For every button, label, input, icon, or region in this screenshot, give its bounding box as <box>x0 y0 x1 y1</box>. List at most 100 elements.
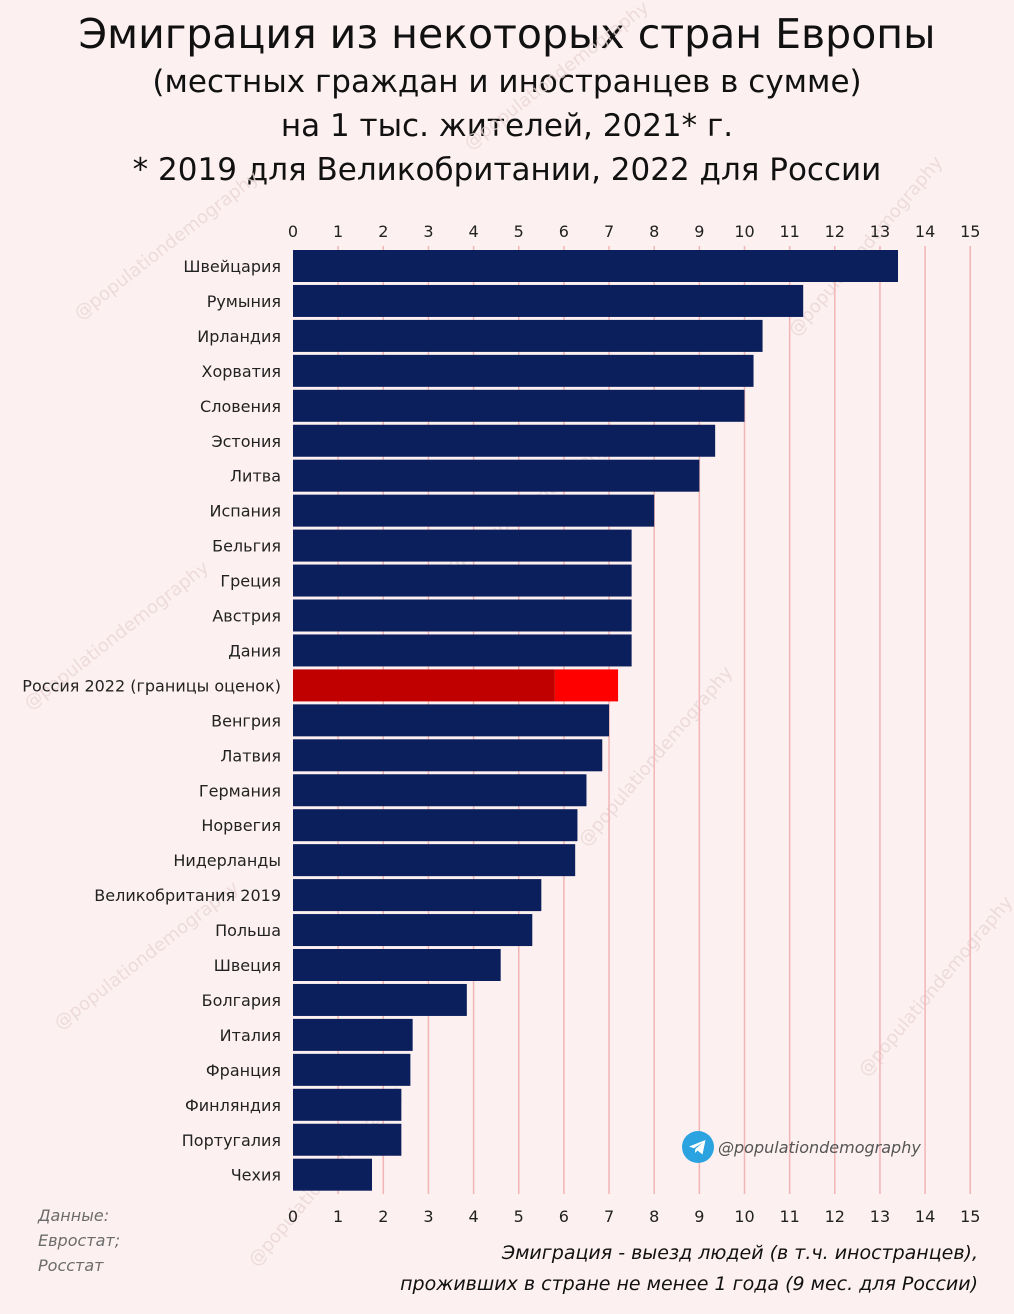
bar <box>293 739 603 772</box>
x-tick-label-top: 0 <box>288 222 298 241</box>
category-label: Ирландия <box>197 327 281 346</box>
x-tick-label-bottom: 1 <box>333 1207 343 1226</box>
definition-line-1: Эмиграция - выезд людей (в т.ч. иностран… <box>501 1242 978 1264</box>
x-tick-label-top: 12 <box>825 222 845 241</box>
category-label: Великобритания 2019 <box>94 886 281 905</box>
chart-subtitle-line-3: * 2019 для Великобритании, 2022 для Росс… <box>132 152 882 188</box>
bar <box>293 354 754 387</box>
x-tick-label-top: 2 <box>378 222 388 241</box>
x-tick-label-top: 15 <box>960 222 980 241</box>
bar <box>293 1088 402 1121</box>
source-line-2: Евростат; <box>38 1231 121 1250</box>
chart-title: Эмиграция из некоторых стран Европы <box>78 10 936 58</box>
x-tick-label-top: 13 <box>870 222 890 241</box>
bar <box>293 914 533 947</box>
bar <box>293 1123 402 1156</box>
bar <box>293 704 610 737</box>
category-label: Норвегия <box>201 816 281 835</box>
x-tick-label-top: 7 <box>604 222 614 241</box>
category-label: Польша <box>215 921 281 940</box>
category-label: Литва <box>230 467 281 486</box>
bar <box>293 389 745 422</box>
x-tick-label-top: 3 <box>423 222 433 241</box>
category-label: Венгрия <box>211 711 281 730</box>
x-tick-label-bottom: 11 <box>779 1207 799 1226</box>
bar <box>293 634 632 667</box>
bar <box>293 809 578 842</box>
bar <box>293 599 632 632</box>
category-label: Чехия <box>231 1166 281 1185</box>
bar <box>293 459 700 492</box>
x-tick-label-bottom: 0 <box>288 1207 298 1226</box>
x-tick-label-top: 4 <box>469 222 479 241</box>
bar <box>293 250 899 282</box>
source-line-3: Росстат <box>38 1256 104 1275</box>
category-label: Швеция <box>214 956 281 975</box>
category-label: Италия <box>220 1026 281 1045</box>
bar <box>293 1018 413 1051</box>
bar <box>293 529 632 562</box>
category-label: Бельгия <box>212 537 281 556</box>
category-label: Нидерланды <box>173 851 281 870</box>
watermark-text: @populationdemography <box>854 892 1014 1081</box>
category-label: Австрия <box>212 607 281 626</box>
x-tick-label-top: 14 <box>915 222 935 241</box>
category-label: Финляндия <box>185 1096 281 1115</box>
x-tick-label-bottom: 4 <box>469 1207 479 1226</box>
x-tick-label-bottom: 12 <box>825 1207 845 1226</box>
bar <box>293 424 716 457</box>
bar <box>293 774 587 807</box>
x-tick-label-bottom: 8 <box>649 1207 659 1226</box>
category-label: Болгария <box>202 991 281 1010</box>
bar <box>293 494 655 527</box>
x-tick-label-bottom: 3 <box>423 1207 433 1226</box>
x-tick-label-top: 10 <box>734 222 754 241</box>
x-tick-label-bottom: 9 <box>694 1207 704 1226</box>
x-tick-label-bottom: 6 <box>559 1207 569 1226</box>
category-label: Хорватия <box>202 362 281 381</box>
bar <box>293 319 763 352</box>
category-label: Россия 2022 (границы оценок) <box>22 676 281 695</box>
x-tick-label-top: 8 <box>649 222 659 241</box>
category-label: Испания <box>209 502 281 521</box>
bar <box>293 983 467 1016</box>
chart-subtitle-line-1: (местных граждан и иностранцев в сумме) <box>152 64 862 100</box>
bar-russia-low <box>293 669 555 702</box>
x-tick-label-top: 6 <box>559 222 569 241</box>
x-tick-label-bottom: 7 <box>604 1207 614 1226</box>
definition-line-2: проживших в стране не менее 1 года (9 ме… <box>400 1273 978 1295</box>
bar <box>293 949 501 981</box>
telegram-credit: @populationdemography <box>682 1131 921 1163</box>
category-label: Эстония <box>211 432 281 451</box>
bar <box>293 844 576 877</box>
bar <box>293 879 542 912</box>
telegram-handle: @populationdemography <box>718 1137 921 1157</box>
category-label: Дания <box>228 641 281 660</box>
x-tick-label-top: 5 <box>514 222 524 241</box>
x-tick-label-top: 11 <box>779 222 799 241</box>
x-tick-label-bottom: 10 <box>734 1207 754 1226</box>
definition-note: Эмиграция - выезд людей (в т.ч. иностран… <box>400 1238 978 1300</box>
x-tick-label-top: 1 <box>333 222 343 241</box>
x-tick-label-bottom: 13 <box>870 1207 890 1226</box>
watermark-text: @populationdemography <box>460 0 653 154</box>
bar <box>293 1158 373 1191</box>
title-block: Эмиграция из некоторых стран Европы (мес… <box>0 8 1014 192</box>
bar <box>293 284 804 317</box>
category-label: Словения <box>200 397 281 416</box>
category-label: Латвия <box>220 746 281 765</box>
category-label: Франция <box>206 1061 281 1080</box>
category-label: Румыния <box>207 292 281 311</box>
watermark-text: @populationdemography <box>784 152 947 341</box>
bar <box>293 564 632 597</box>
telegram-icon <box>682 1131 714 1163</box>
category-label: Германия <box>199 781 281 800</box>
x-tick-label-top: 9 <box>694 222 704 241</box>
category-label: Греция <box>220 572 281 591</box>
x-tick-label-bottom: 5 <box>514 1207 524 1226</box>
category-label: Швейцария <box>183 257 281 276</box>
category-label: Португалия <box>182 1131 281 1150</box>
bar-russia-range <box>554 669 619 702</box>
chart-subtitle-line-2: на 1 тыс. жителей, 2021* г. <box>280 108 734 144</box>
